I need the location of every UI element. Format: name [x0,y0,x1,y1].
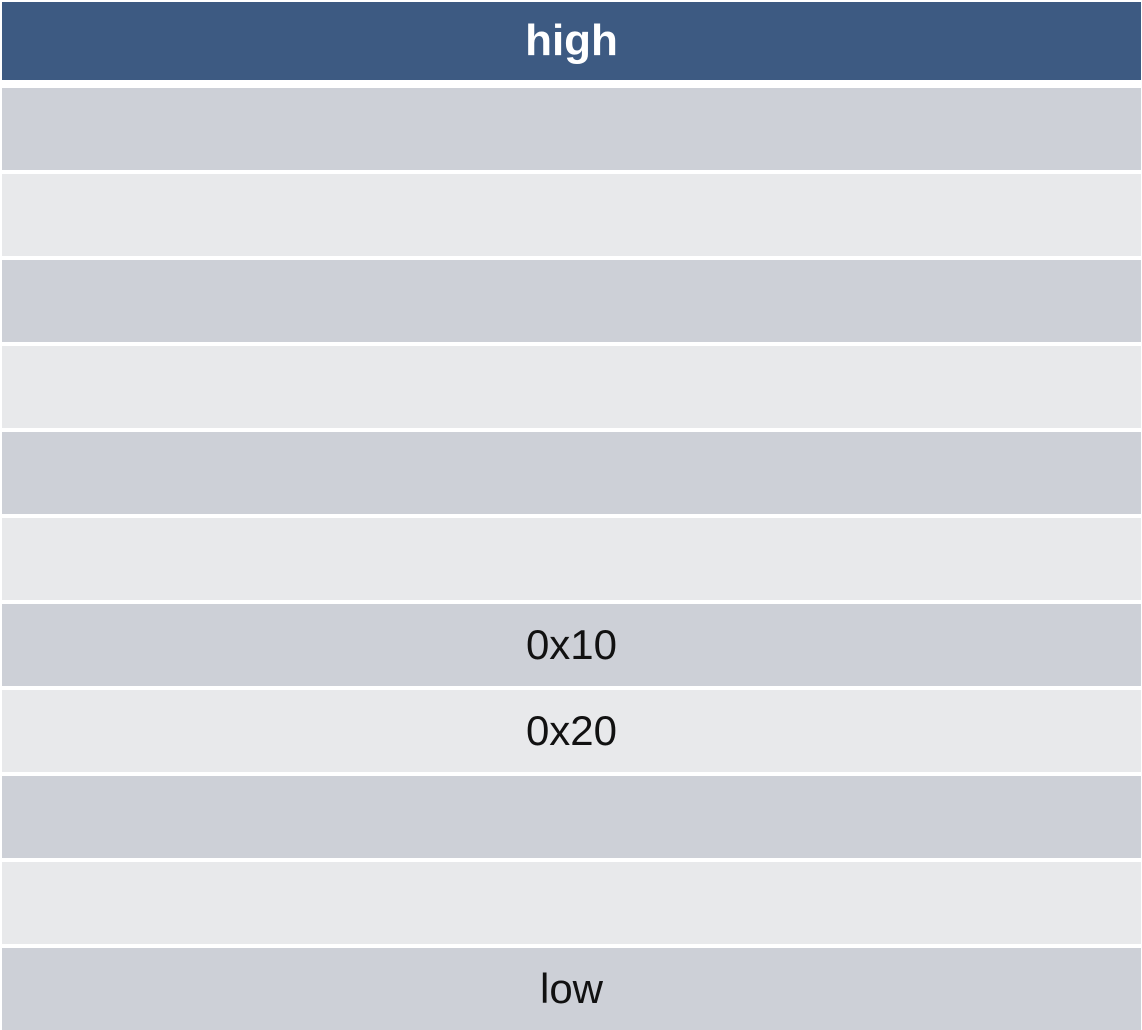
stack-slot-3 [2,260,1141,342]
stack-header-high: high [2,2,1141,80]
stack-slot-5 [2,432,1141,514]
stack-slot-4 [2,346,1141,428]
stack-slot-7: 0x10 [2,604,1141,686]
stack-slot-9 [2,776,1141,858]
stack-slot-2 [2,174,1141,256]
stack-slot-6 [2,518,1141,600]
stack-slot-1 [2,88,1141,170]
stack-slot-10 [2,862,1141,944]
stack-slot-8: 0x20 [2,690,1141,772]
stack-slot-low: low [2,948,1141,1030]
